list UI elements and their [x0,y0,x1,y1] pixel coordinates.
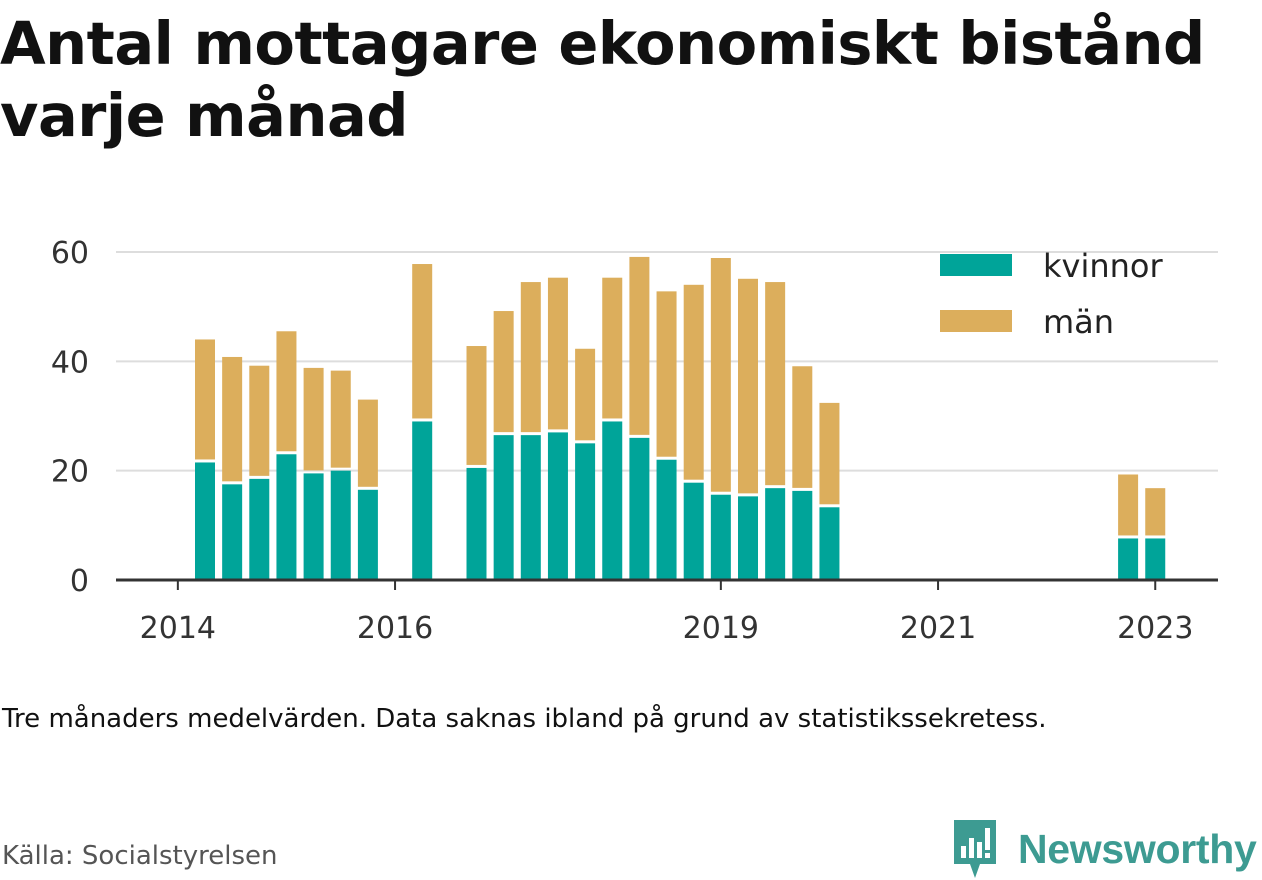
bar-man [656,291,677,457]
bar-man [1145,488,1166,536]
bar-man [412,264,433,419]
x-tick-label: 2016 [357,611,433,646]
chart-title: Antal mottagare ekonomiskt bistånd varje… [0,9,1205,150]
legend-label: kvinnor [1043,247,1164,285]
legend-label: män [1043,303,1114,341]
stacked-bar-chart: 0 20 40 60 2014 2016 2019 2021 2023 kvinnor män [51,236,1218,646]
legend-swatch-kvinnor [940,254,1012,276]
bar-kvinnor [303,473,324,580]
bar-man [819,402,840,505]
bar-kvinnor [710,494,731,580]
bar-kvinnor [792,490,813,580]
legend-swatch-man [940,310,1012,332]
bar-kvinnor [249,478,270,580]
brand-name: Newsworthy [1018,825,1257,872]
y-tick-label: 20 [51,455,89,490]
bar-man [683,284,704,480]
bar-kvinnor [819,507,840,580]
bar-man [1118,474,1139,536]
bar-kvinnor [412,421,433,580]
bar-kvinnor [222,484,243,580]
bar-man [765,282,786,486]
y-tick-label: 40 [51,345,89,380]
axes: 0 20 40 60 2014 2016 2019 2021 2023 [51,236,1218,646]
bar-man [602,277,623,419]
bar-kvinnor [276,454,297,580]
bar-kvinnor [520,435,541,580]
bar-man [629,256,650,435]
bar-man [330,370,351,468]
bar-man [222,356,243,482]
x-tick-label: 2021 [900,611,976,646]
bar-man [710,258,731,492]
bar-man [249,365,270,476]
bar-man [575,348,596,441]
bar-man [738,278,758,494]
bar-kvinnor [466,467,487,580]
x-tick-label: 2023 [1117,611,1193,646]
bar-man [466,346,487,465]
bar-kvinnor [629,437,650,580]
bar-kvinnor [493,435,514,580]
source-credit: Källa: Socialstyrelsen [2,841,278,871]
bar-man [520,282,541,433]
bar-man [357,399,378,487]
bar-man [547,277,568,430]
bar-kvinnor [330,470,351,580]
brand-logo: Newsworthy [950,818,1257,880]
bars [195,256,1166,580]
bar-kvinnor [1118,538,1139,580]
legend: kvinnor män [940,247,1164,341]
bar-man [792,366,813,488]
bar-kvinnor [765,488,786,580]
bar-kvinnor [683,482,704,580]
newsworthy-logo-icon [954,820,996,878]
chart-note: Tre månaders medelvärden. Data saknas ib… [2,704,1047,734]
bar-man [195,339,215,460]
bar-man [493,311,514,433]
bar-kvinnor [547,432,568,580]
x-tick-label: 2019 [683,611,759,646]
x-tick-label: 2014 [140,611,216,646]
y-tick-label: 60 [51,236,89,271]
bar-man [276,331,297,452]
bar-kvinnor [575,443,596,580]
bar-kvinnor [195,462,215,580]
bar-kvinnor [602,421,623,580]
bar-kvinnor [656,459,677,580]
y-tick-label: 0 [70,564,89,599]
bar-kvinnor [357,489,378,580]
bar-kvinnor [1145,538,1166,580]
bar-kvinnor [738,496,758,580]
bar-man [303,367,324,471]
